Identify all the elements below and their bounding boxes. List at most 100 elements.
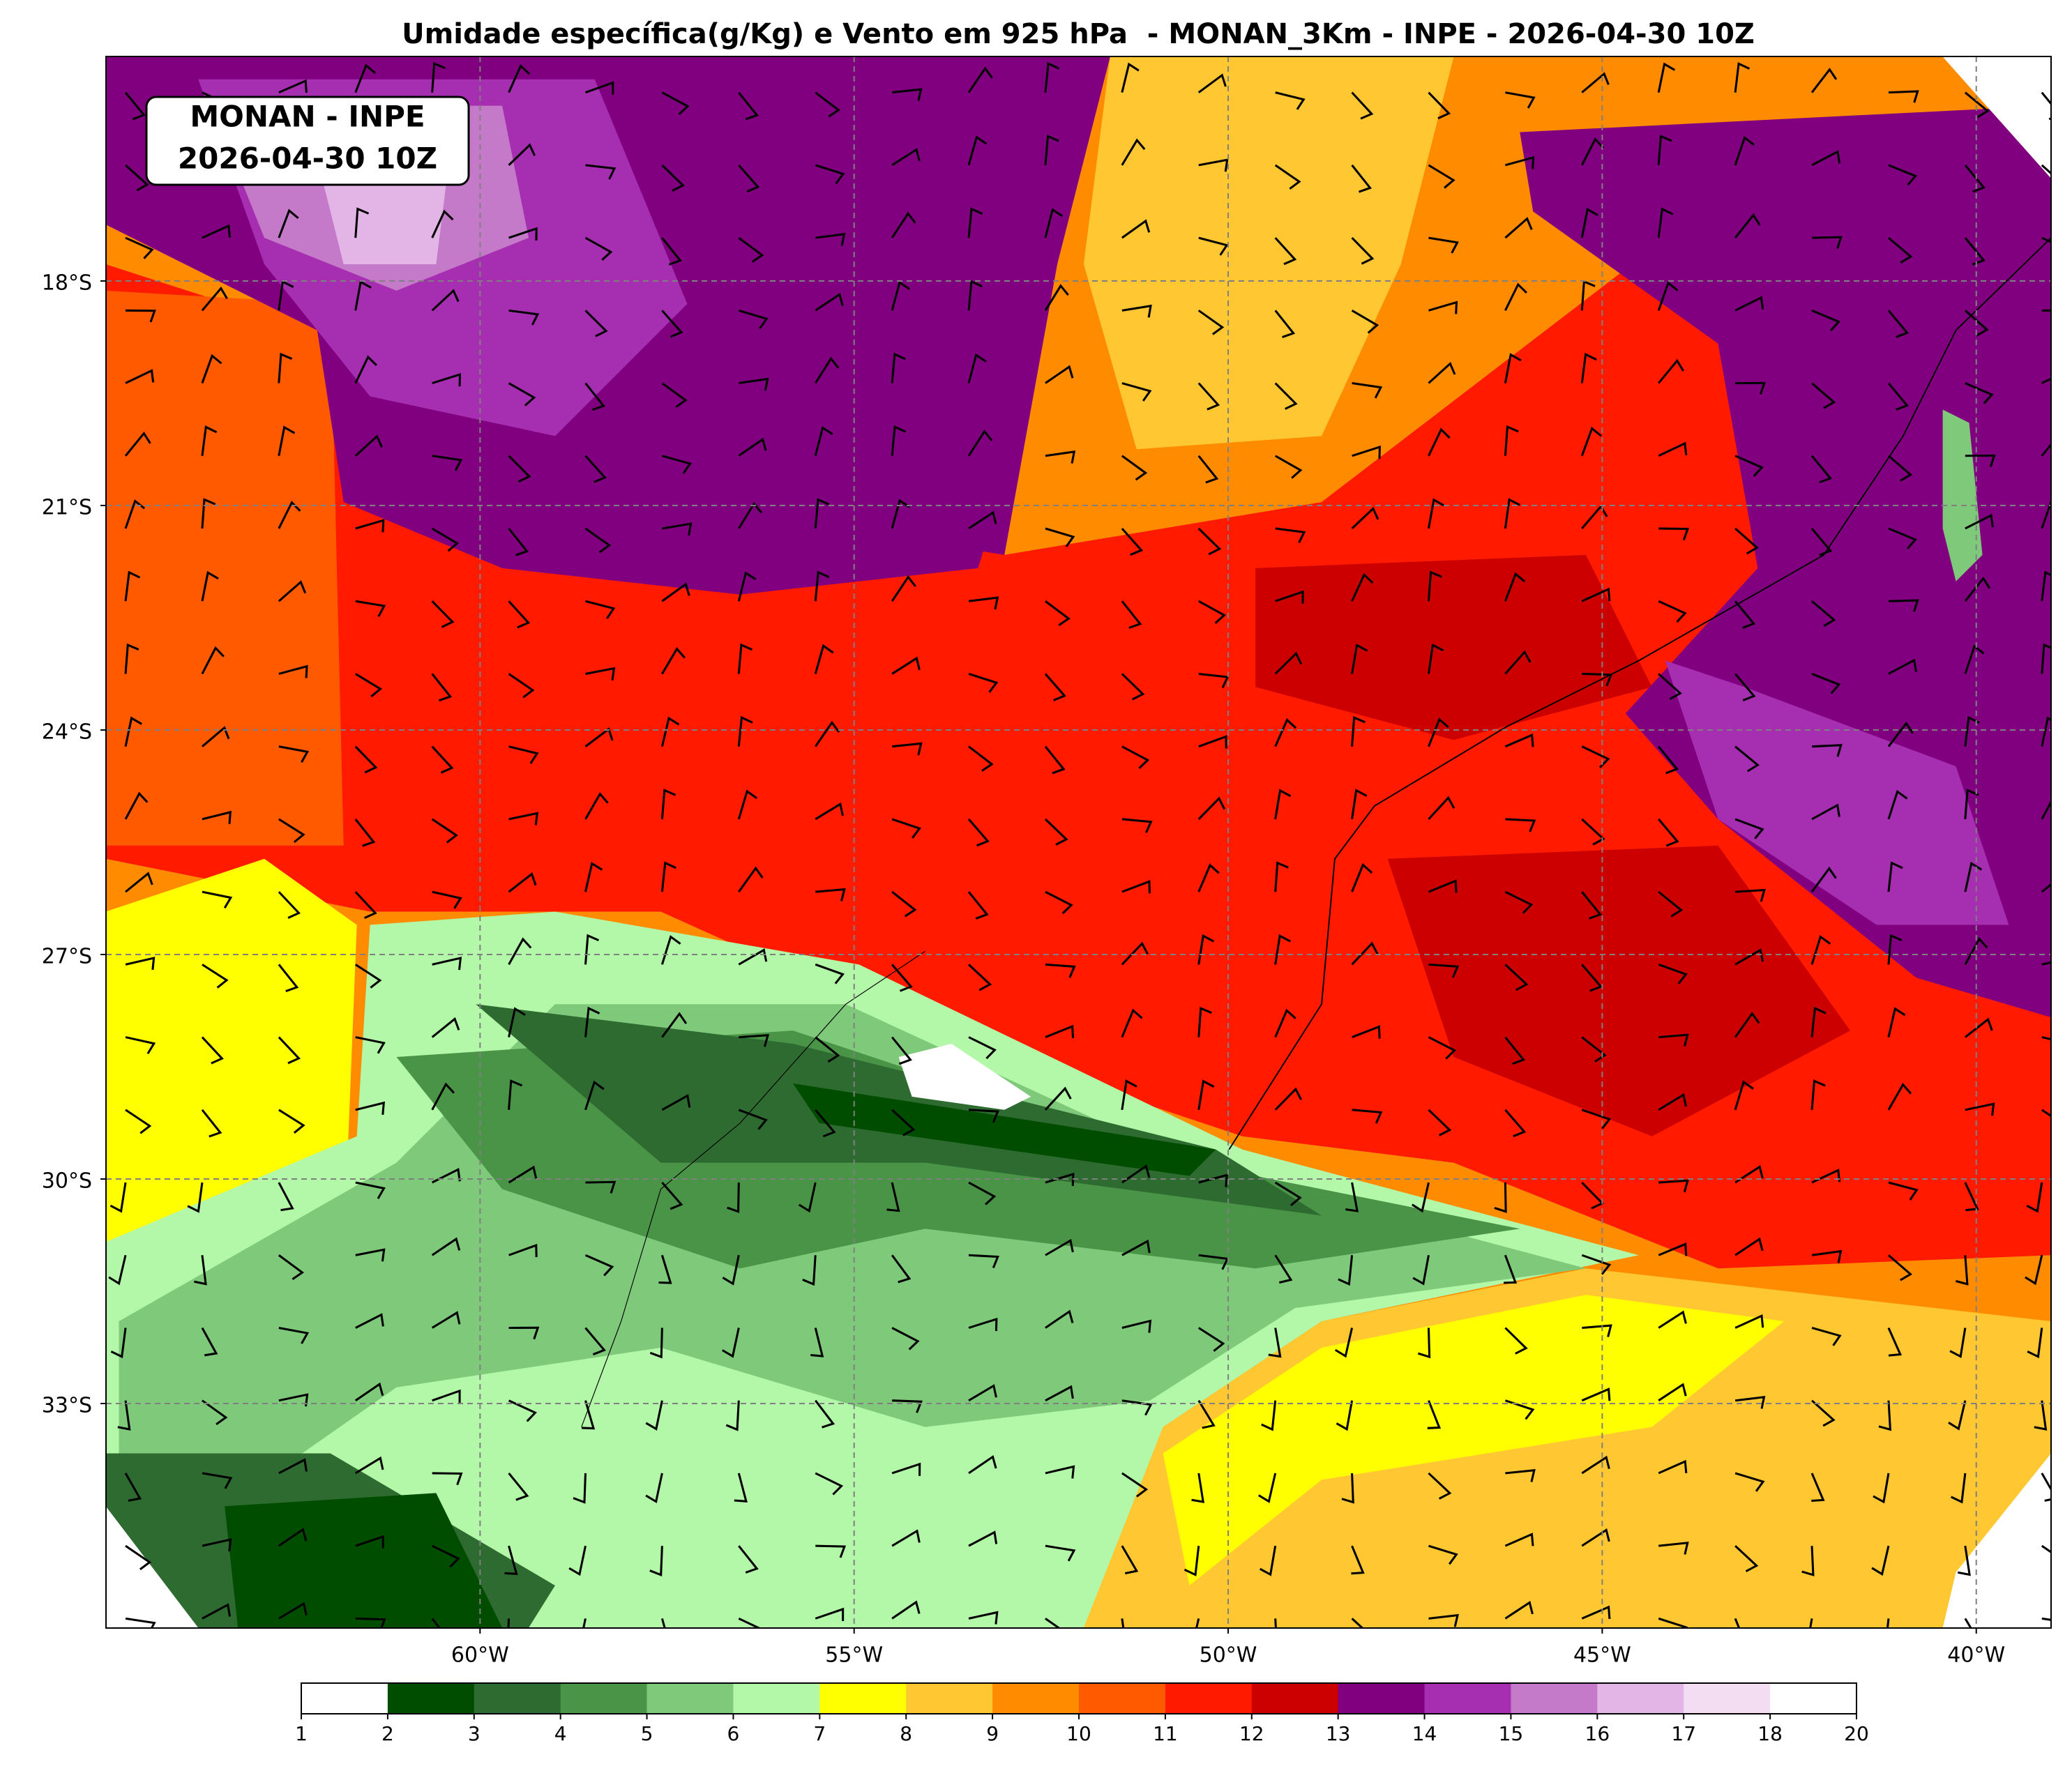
wind-barb <box>1504 964 1529 991</box>
wind-barb <box>504 1545 518 1575</box>
wind-barb <box>737 789 757 820</box>
wind-barb <box>1505 91 1536 109</box>
wind-barb <box>1428 236 1459 254</box>
wind-barb <box>2041 799 2052 820</box>
wind-barb <box>124 643 139 674</box>
wind-barb <box>1658 1033 1689 1047</box>
wind-barb <box>1965 454 1996 467</box>
wind-barb <box>1428 1613 1459 1627</box>
wind-barb <box>1658 963 1688 984</box>
wind-barb <box>968 1254 999 1269</box>
wind-barb <box>584 862 603 892</box>
wind-barb <box>584 1006 600 1037</box>
wind-barb <box>815 802 844 821</box>
wind-barb <box>354 355 377 384</box>
wind-barb <box>202 964 229 989</box>
wind-barb <box>1045 1024 1075 1038</box>
wind-barb <box>1121 600 1142 629</box>
colorbar-segment <box>1511 1683 1598 1714</box>
colorbar-segment <box>733 1683 820 1714</box>
wind-barb <box>1411 1182 1430 1213</box>
wind-barb <box>355 1313 384 1329</box>
wind-barb <box>508 382 536 406</box>
wind-barb <box>734 1473 748 1503</box>
colorbar-tick-label: 14 <box>1412 1722 1437 1745</box>
wind-barb <box>661 237 682 266</box>
wind-barb <box>1268 1328 1282 1358</box>
wind-barb <box>815 1399 835 1429</box>
wind-barb <box>1121 1008 1143 1038</box>
wind-barb <box>1658 1310 1687 1329</box>
wind-barb <box>508 143 536 166</box>
wind-barb <box>1734 1080 1754 1111</box>
colorbar-tick-label: 15 <box>1499 1722 1524 1745</box>
wind-barb <box>1334 1328 1354 1358</box>
lat-tick-label: 30°S <box>42 1169 92 1194</box>
wind-barb <box>1428 717 1449 747</box>
wind-barb <box>278 501 301 529</box>
grid: 18°S 21°S 24°S 27°S 30°S 33°S 60°W 55°W 50°W 45°W… <box>42 56 2051 1668</box>
wind-barb <box>1044 61 1060 93</box>
wind-barb <box>891 1600 921 1620</box>
wind-barb <box>585 164 617 180</box>
wind-barb <box>1811 309 1841 332</box>
wind-barb <box>1658 818 1679 847</box>
wind-barb <box>891 742 923 756</box>
wind-barb <box>1045 1238 1074 1256</box>
wind-barb <box>1258 1473 1277 1503</box>
wind-barb <box>1345 1182 1359 1212</box>
wind-barb <box>508 64 531 93</box>
wind-barb <box>1351 164 1372 193</box>
colorbar-segment <box>387 1683 475 1714</box>
wind-barb <box>1275 590 1304 604</box>
wind-barb <box>1581 891 1603 920</box>
wind-barb <box>968 673 999 693</box>
wind-barb <box>278 818 305 844</box>
wind-barb <box>508 600 531 629</box>
wind-barb <box>1657 281 1679 311</box>
wind-barb <box>738 948 768 966</box>
wind-barb <box>508 872 537 893</box>
wind-barb <box>124 499 146 529</box>
wind-barb <box>815 1607 845 1621</box>
wind-barb <box>1949 1328 1967 1358</box>
wind-barb <box>508 745 539 764</box>
wind-barb <box>431 527 460 552</box>
wind-barb <box>508 1079 523 1110</box>
wind-barb <box>1964 1618 1972 1628</box>
wind-barb <box>1887 934 1903 965</box>
wind-barb <box>1351 506 1379 530</box>
wind-barb <box>1121 1079 1137 1111</box>
wind-barb <box>1504 1327 1528 1355</box>
wind-barb <box>585 1180 617 1194</box>
wind-barb <box>1351 789 1368 820</box>
wind-barb <box>660 789 676 820</box>
wind-barb <box>1582 1324 1612 1337</box>
wind-barb <box>967 207 983 238</box>
wind-barb <box>737 643 753 674</box>
wind-barb <box>798 1182 817 1213</box>
wind-barb <box>1197 310 1225 335</box>
wind-barb <box>2025 1254 2043 1286</box>
wind-barb <box>354 280 372 311</box>
wind-barb <box>814 570 830 602</box>
wind-barb <box>1964 310 1989 337</box>
wind-barb <box>1198 1173 1228 1187</box>
wind-barb <box>432 1544 460 1568</box>
wind-barb <box>1504 282 1527 311</box>
wind-barb <box>508 1399 538 1422</box>
wind-barb <box>1581 504 1608 529</box>
wind-barb <box>354 207 370 238</box>
wind-barb <box>1871 1545 1890 1576</box>
colorbar-tick-label: 17 <box>1671 1722 1696 1745</box>
wind-barb <box>891 964 913 992</box>
wind-barb <box>278 1109 305 1134</box>
wind-barb <box>1274 861 1289 892</box>
colorbar-segment <box>1338 1683 1426 1714</box>
wind-barb <box>125 1109 152 1134</box>
wind-barb <box>1580 427 1602 457</box>
wind-barb <box>432 455 463 471</box>
wind-barb <box>1351 1618 1364 1628</box>
wind-barb <box>1274 164 1301 190</box>
wind-barb <box>2041 883 2052 893</box>
